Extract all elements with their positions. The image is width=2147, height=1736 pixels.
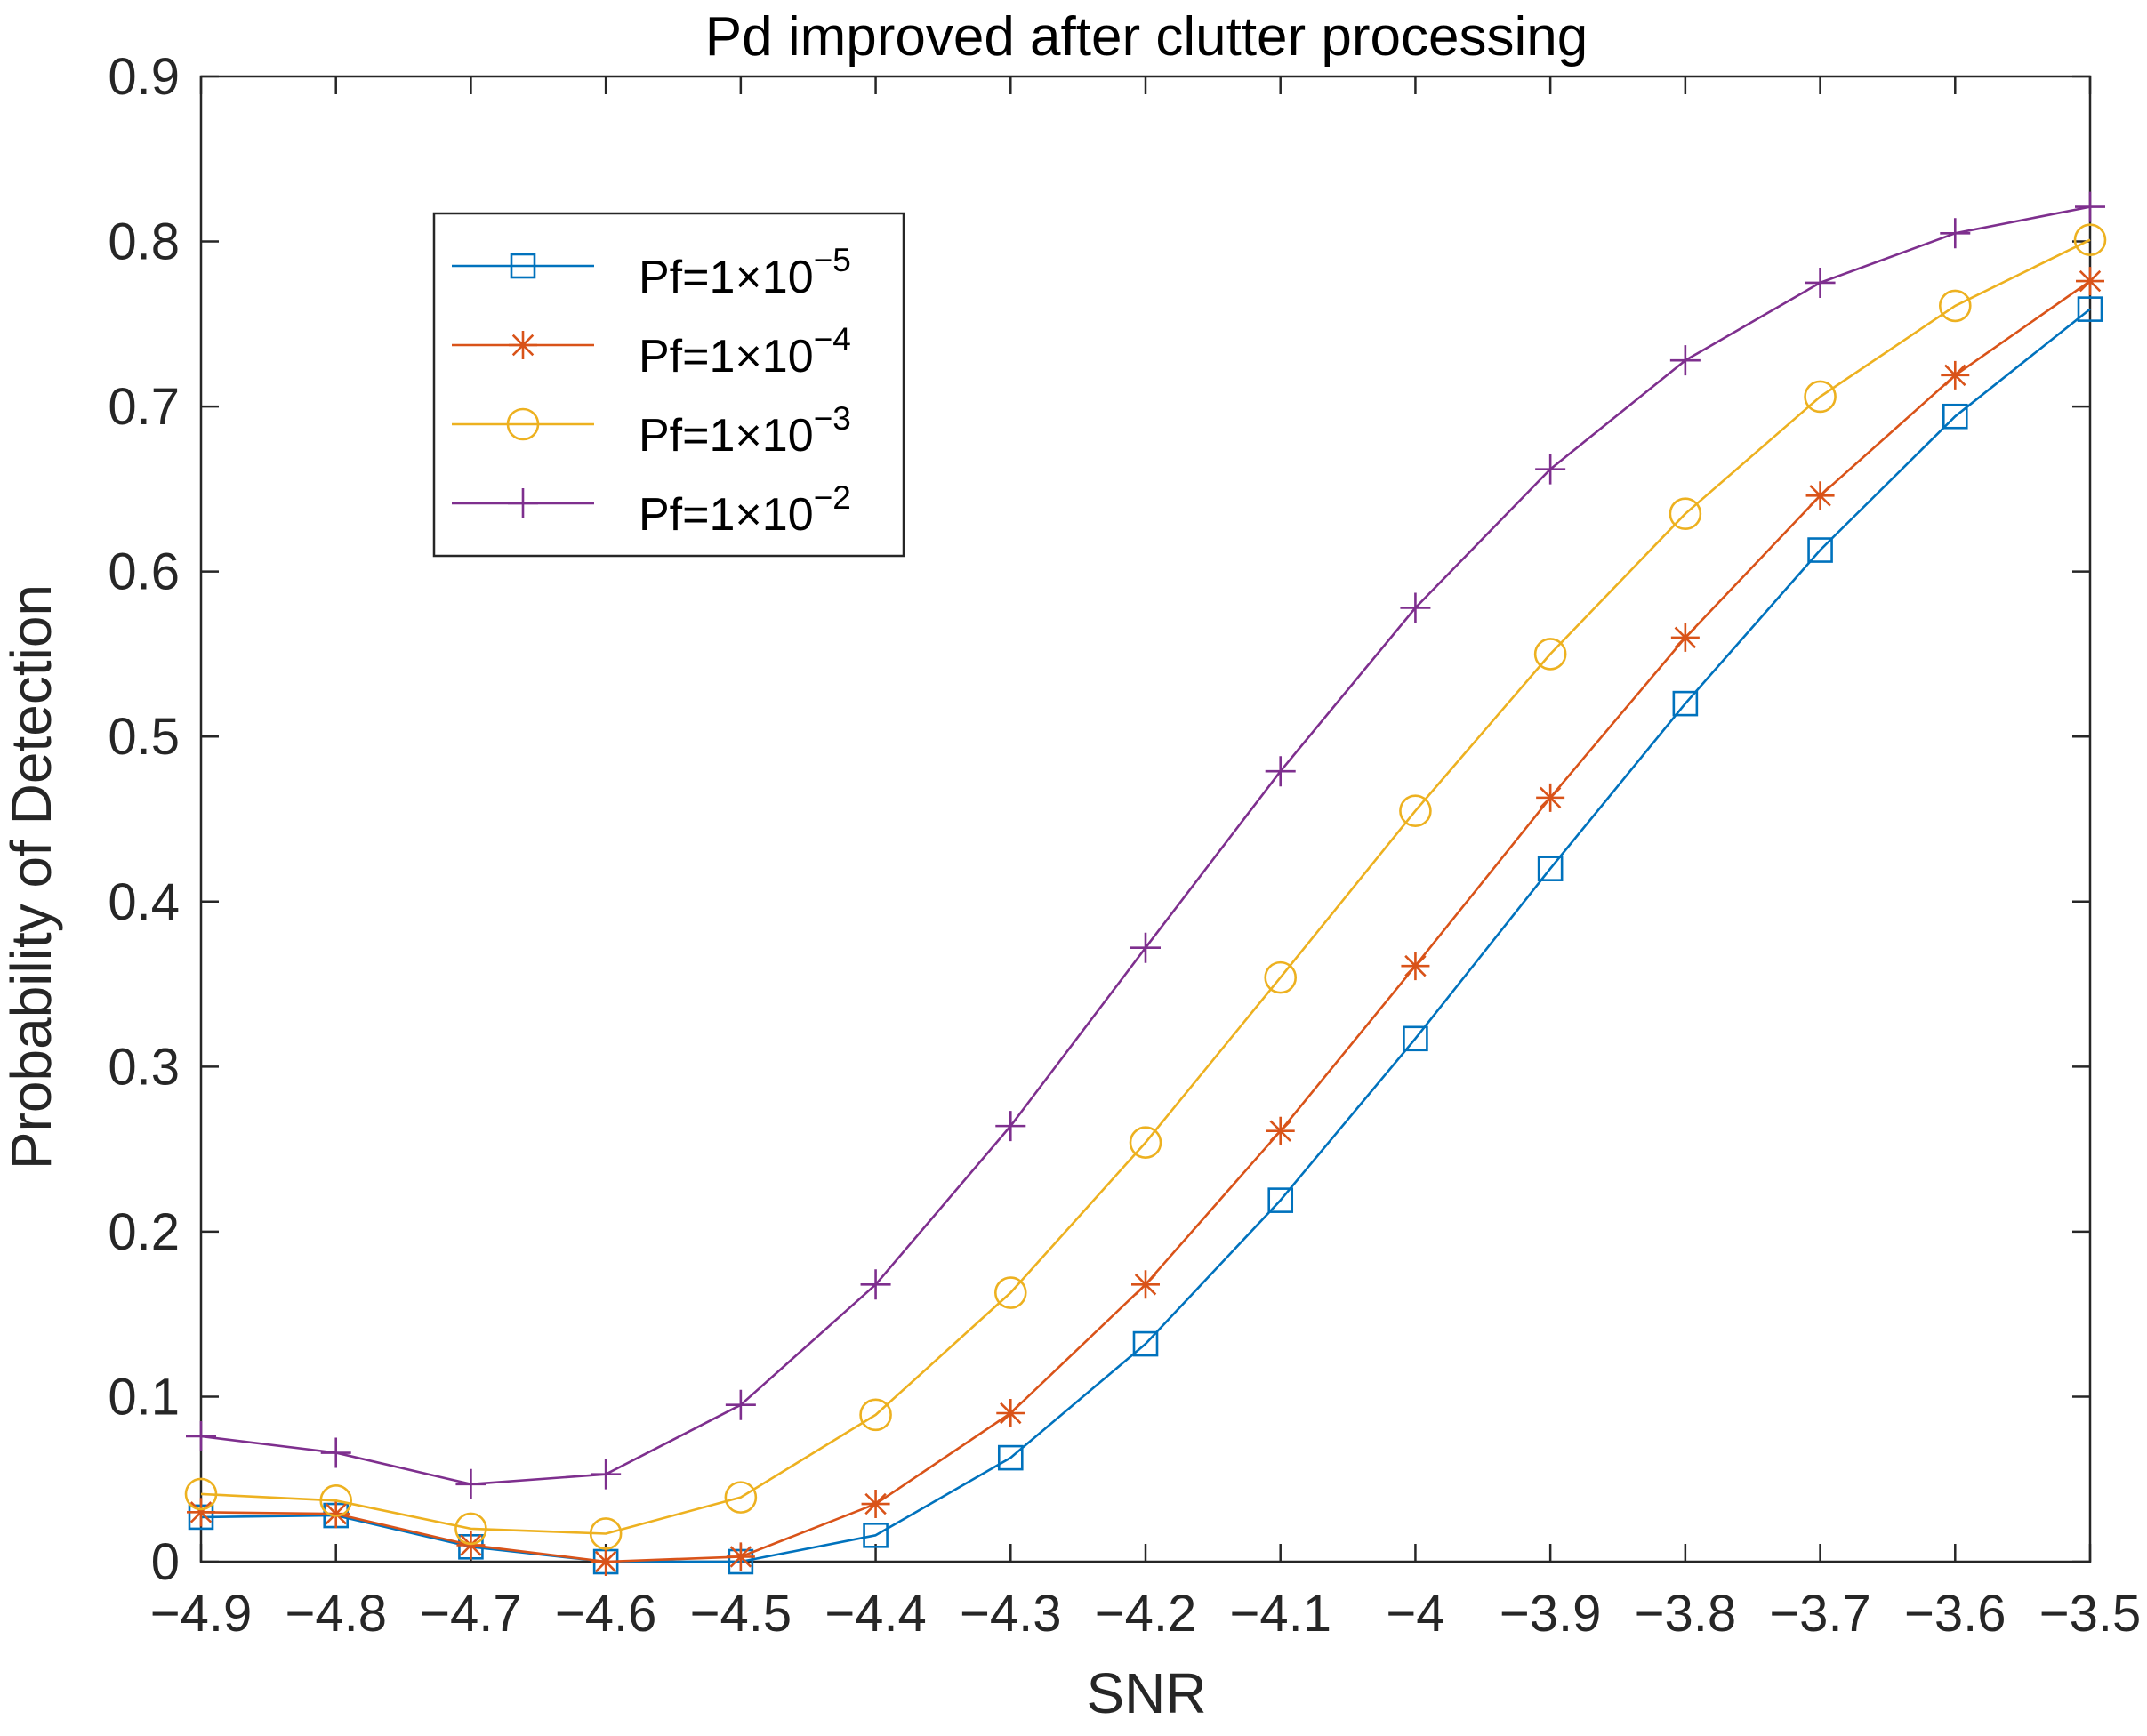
y-tick-label: 0.7 [108, 378, 180, 436]
data-point-asterisk [1401, 952, 1430, 981]
data-point-square [1942, 403, 1968, 430]
legend-marker-plus [508, 488, 538, 518]
x-axis-title: SNR [1086, 1661, 1206, 1725]
data-point-plus [1940, 218, 1971, 249]
data-point-circle [859, 1398, 892, 1432]
data-point-circle [1804, 380, 1837, 414]
data-point-square [1403, 1025, 1428, 1052]
legend-label: Pf=1×10−4 [639, 321, 851, 382]
data-point-plus [1130, 932, 1161, 963]
data-point-square [863, 1523, 889, 1548]
x-tick-label: −4 [1386, 1585, 1444, 1643]
x-tick-label: −4.8 [285, 1585, 387, 1643]
data-point-plus [1805, 267, 1836, 298]
data-point-plus [1669, 345, 1701, 376]
data-point-asterisk [187, 1498, 215, 1527]
x-tick-label: −4.3 [960, 1585, 1062, 1643]
data-point-square [1132, 1330, 1159, 1357]
data-point-plus [455, 1468, 486, 1499]
y-tick-label: 0.2 [108, 1203, 180, 1261]
data-point-square [1267, 1187, 1294, 1213]
plot-area: −4.9 −4.8 −4.7 −4.6 −4.5 −4.4 −4.3 −4.2 −4.1 −4 −3… [108, 48, 2141, 1643]
data-point-square [997, 1444, 1024, 1471]
series-line-circle [200, 238, 2091, 1535]
legend-label: Pf=1×10−2 [639, 479, 851, 541]
data-point-asterisk [1266, 1116, 1295, 1145]
legend-marker-asterisk [509, 331, 537, 359]
legend-marker-circle [506, 407, 540, 441]
x-tick-label: −4.4 [824, 1585, 927, 1643]
data-point-square [1537, 856, 1564, 881]
data-point-circle [454, 1512, 487, 1546]
data-point-plus [1265, 756, 1296, 787]
data-point-circle [2073, 223, 2107, 257]
y-tick-label: 0.4 [108, 873, 180, 931]
data-point-circle [1129, 1126, 1162, 1159]
data-point-plus [860, 1269, 891, 1300]
data-point-asterisk [1670, 623, 1700, 652]
data-point-circle [1938, 289, 1972, 323]
y-tick-label: 0.3 [108, 1038, 180, 1096]
data-point-plus [1400, 592, 1431, 623]
x-tick-label: −4.7 [420, 1585, 522, 1643]
data-point-asterisk [1805, 481, 1835, 510]
data-point-plus [995, 1111, 1026, 1142]
data-point-plus [591, 1459, 622, 1490]
x-tick-label: −4.6 [555, 1585, 657, 1643]
data-point-asterisk [1131, 1270, 1160, 1299]
data-point-asterisk [2076, 267, 2104, 296]
y-axis-title: Probability of Detection [0, 584, 63, 1169]
data-point-circle [993, 1276, 1027, 1309]
y-tick-label: 0.9 [108, 48, 180, 106]
x-tick-label: −3.9 [1500, 1585, 1602, 1643]
data-point-plus [186, 1420, 216, 1451]
data-point-square [1807, 537, 1833, 563]
data-point-circle [1669, 497, 1702, 531]
data-point-plus [725, 1389, 756, 1420]
data-point-asterisk [591, 1547, 621, 1576]
chart-title: Pd improved after clutter processing [705, 6, 1588, 68]
data-point-circle [589, 1517, 623, 1550]
x-tick-label: −4.1 [1229, 1585, 1331, 1643]
data-point-circle [724, 1481, 758, 1514]
data-point-plus [320, 1437, 351, 1468]
y-tick-label: 0.6 [108, 543, 180, 601]
legend-label: Pf=1×10−3 [639, 400, 851, 462]
y-tick-label: 0 [151, 1533, 180, 1591]
legend: Pf=1×10−5 Pf=1×10−4 Pf=1×10−3 Pf=1×10−2 [432, 212, 905, 558]
data-point-circle [184, 1477, 218, 1511]
data-point-asterisk [1536, 783, 1565, 812]
data-point-plus [2075, 191, 2105, 222]
data-point-circle [319, 1484, 353, 1517]
data-point-square [1672, 690, 1699, 717]
data-point-asterisk [861, 1490, 890, 1519]
x-tick-label: −4.2 [1095, 1585, 1197, 1643]
data-point-circle [1533, 638, 1567, 671]
x-tick-label: −3.5 [2039, 1585, 2142, 1643]
data-point-asterisk [726, 1542, 755, 1571]
legend-marker-square [510, 253, 536, 279]
data-point-asterisk [456, 1531, 486, 1560]
data-point-plus [1535, 454, 1566, 485]
x-tick-label: −3.8 [1635, 1585, 1737, 1643]
x-tick-label: −3.6 [1904, 1585, 2006, 1643]
x-tick-label: −4.9 [150, 1585, 253, 1643]
data-point-asterisk [1941, 360, 1970, 390]
y-tick-label: 0.1 [108, 1368, 180, 1426]
data-point-asterisk [321, 1499, 350, 1529]
legend-label: Pf=1×10−5 [639, 242, 851, 303]
y-tick-label: 0.5 [108, 708, 180, 766]
x-tick-label: −4.5 [690, 1585, 792, 1643]
data-point-circle [1399, 794, 1432, 828]
data-point-asterisk [996, 1399, 1025, 1427]
data-point-circle [1264, 960, 1298, 994]
data-point-square [2077, 296, 2103, 322]
y-tick-label: 0.8 [108, 213, 180, 271]
x-tick-label: −3.7 [1769, 1585, 1871, 1643]
